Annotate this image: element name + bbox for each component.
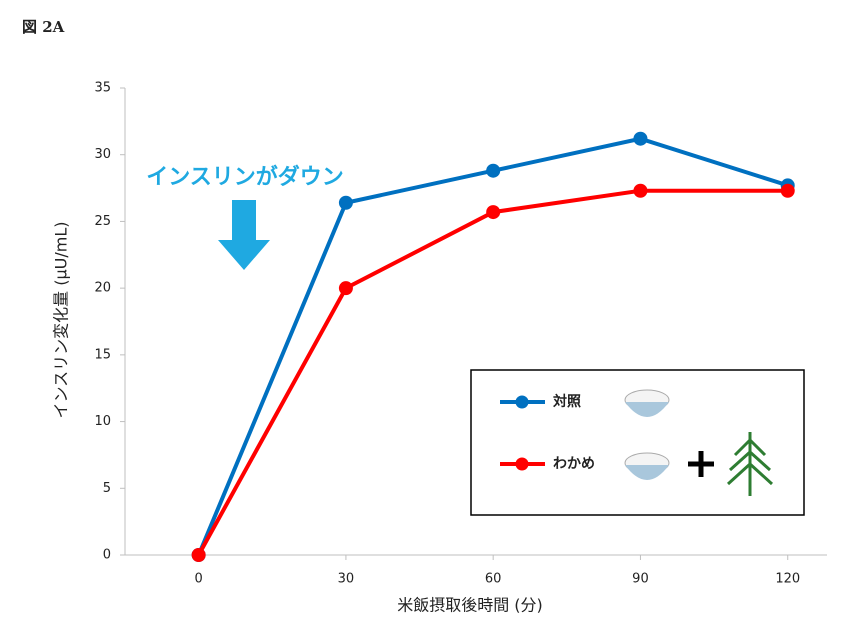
y-tick-label: 20: [94, 281, 111, 296]
data-point: [486, 163, 501, 178]
data-point: [633, 183, 648, 198]
y-tick-label: 0: [103, 548, 111, 563]
y-tick-label: 10: [94, 414, 111, 429]
legend-marker: [515, 395, 529, 409]
x-tick-label: 120: [775, 572, 800, 587]
x-tick-label: 30: [338, 572, 355, 587]
legend-label: 対照: [552, 393, 581, 410]
x-tick-label: 90: [632, 572, 649, 587]
y-tick-label: 15: [94, 347, 111, 362]
legend-marker: [515, 457, 529, 471]
seaweed-icon: [726, 432, 774, 496]
annotation: インスリンがダウン: [146, 164, 344, 190]
rice-bowl-icon: [624, 389, 670, 480]
data-point: [780, 183, 795, 198]
y-tick-label: 35: [94, 81, 111, 96]
annotation-arrow: [218, 200, 270, 270]
data-point: [486, 205, 501, 220]
x-tick-label: 60: [485, 572, 502, 587]
x-axis-label: 米飯摂取後時間 (分): [397, 596, 543, 615]
y-tick-label: 25: [94, 214, 111, 229]
plus-icon: [688, 451, 714, 477]
data-point: [191, 548, 206, 562]
figure-label: 図 2A: [22, 18, 65, 36]
data-point: [338, 281, 353, 296]
y-axis-label: インスリン変化量 (μU/mL): [52, 221, 71, 418]
data-point: [633, 131, 648, 146]
x-tick-label: 0: [194, 572, 202, 587]
y-tick-label: 5: [103, 481, 111, 496]
y-tick-label: 30: [94, 147, 111, 162]
legend-label: わかめ: [553, 456, 595, 472]
data-point: [338, 195, 353, 210]
